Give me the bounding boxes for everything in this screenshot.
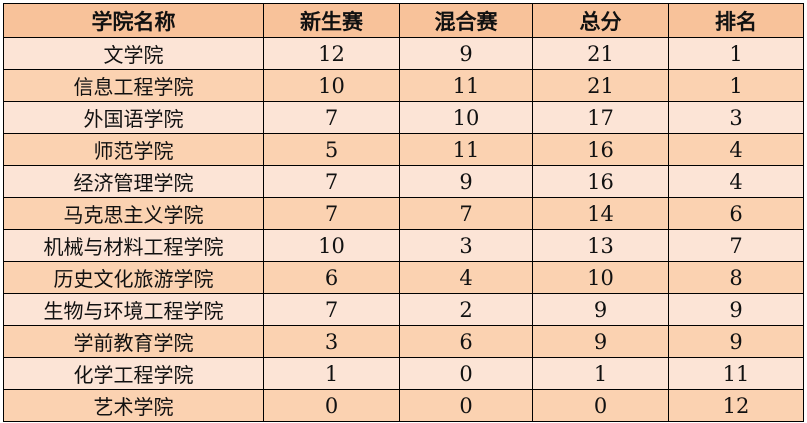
table-row: 马克思主义学院 7 7 14 6: [3, 197, 804, 230]
header-college: 学院名称: [3, 3, 264, 38]
rank-cell: 7: [668, 229, 804, 262]
rank-cell: 9: [668, 325, 804, 358]
mixed-score-cell: 9: [399, 37, 533, 70]
total-score-cell: 17: [532, 101, 669, 134]
table-row: 生物与环境工程学院 7 2 9 9: [3, 293, 804, 326]
freshman-score-cell: 7: [263, 293, 400, 326]
total-score-cell: 1: [532, 357, 669, 390]
freshman-score-cell: 5: [263, 133, 400, 166]
header-row: 学院名称 新生赛 混合赛 总分 排名: [3, 3, 804, 38]
rank-cell: 8: [668, 261, 804, 294]
college-name-cell: 生物与环境工程学院: [3, 293, 264, 326]
college-name-cell: 文学院: [3, 37, 264, 70]
table-row: 学前教育学院 3 6 9 9: [3, 325, 804, 358]
freshman-score-cell: 7: [263, 165, 400, 198]
freshman-score-cell: 0: [263, 389, 400, 422]
header-total: 总分: [532, 3, 669, 38]
table-row: 文学院 12 9 21 1: [3, 37, 804, 70]
rank-cell: 4: [668, 133, 804, 166]
college-name-cell: 信息工程学院: [3, 69, 264, 102]
rank-cell: 6: [668, 197, 804, 230]
college-name-cell: 学前教育学院: [3, 325, 264, 358]
mixed-score-cell: 2: [399, 293, 533, 326]
header-mixed: 混合赛: [399, 3, 533, 38]
table-row: 师范学院 5 11 16 4: [3, 133, 804, 166]
rank-cell: 1: [668, 37, 804, 70]
total-score-cell: 14: [532, 197, 669, 230]
rank-cell: 11: [668, 357, 804, 390]
table-row: 信息工程学院 10 11 21 1: [3, 69, 804, 102]
mixed-score-cell: 3: [399, 229, 533, 262]
table-row: 历史文化旅游学院 6 4 10 8: [3, 261, 804, 294]
freshman-score-cell: 7: [263, 197, 400, 230]
college-name-cell: 机械与材料工程学院: [3, 229, 264, 262]
mixed-score-cell: 0: [399, 357, 533, 390]
college-name-cell: 师范学院: [3, 133, 264, 166]
total-score-cell: 21: [532, 69, 669, 102]
college-name-cell: 马克思主义学院: [3, 197, 264, 230]
mixed-score-cell: 0: [399, 389, 533, 422]
header-freshman: 新生赛: [263, 3, 400, 38]
total-score-cell: 9: [532, 325, 669, 358]
freshman-score-cell: 3: [263, 325, 400, 358]
table-row: 经济管理学院 7 9 16 4: [3, 165, 804, 198]
mixed-score-cell: 4: [399, 261, 533, 294]
freshman-score-cell: 7: [263, 101, 400, 134]
mixed-score-cell: 6: [399, 325, 533, 358]
total-score-cell: 0: [532, 389, 669, 422]
total-score-cell: 9: [532, 293, 669, 326]
table-row: 化学工程学院 1 0 1 11: [3, 357, 804, 390]
mixed-score-cell: 10: [399, 101, 533, 134]
score-table: 学院名称 新生赛 混合赛 总分 排名 文学院 12 9 21 1 信息工程学院 10 11 21…: [3, 3, 804, 422]
total-score-cell: 16: [532, 165, 669, 198]
total-score-cell: 13: [532, 229, 669, 262]
rank-cell: 3: [668, 101, 804, 134]
header-rank: 排名: [668, 3, 804, 38]
college-name-cell: 经济管理学院: [3, 165, 264, 198]
mixed-score-cell: 7: [399, 197, 533, 230]
college-name-cell: 艺术学院: [3, 389, 264, 422]
total-score-cell: 10: [532, 261, 669, 294]
college-name-cell: 外国语学院: [3, 101, 264, 134]
mixed-score-cell: 11: [399, 133, 533, 166]
rank-cell: 12: [668, 389, 804, 422]
rank-cell: 1: [668, 69, 804, 102]
freshman-score-cell: 12: [263, 37, 400, 70]
rank-cell: 4: [668, 165, 804, 198]
freshman-score-cell: 1: [263, 357, 400, 390]
total-score-cell: 16: [532, 133, 669, 166]
total-score-cell: 21: [532, 37, 669, 70]
rank-cell: 9: [668, 293, 804, 326]
table-row: 艺术学院 0 0 0 12: [3, 389, 804, 422]
mixed-score-cell: 9: [399, 165, 533, 198]
college-name-cell: 历史文化旅游学院: [3, 261, 264, 294]
table-row: 机械与材料工程学院 10 3 13 7: [3, 229, 804, 262]
freshman-score-cell: 6: [263, 261, 400, 294]
freshman-score-cell: 10: [263, 229, 400, 262]
table-row: 外国语学院 7 10 17 3: [3, 101, 804, 134]
mixed-score-cell: 11: [399, 69, 533, 102]
freshman-score-cell: 10: [263, 69, 400, 102]
college-name-cell: 化学工程学院: [3, 357, 264, 390]
